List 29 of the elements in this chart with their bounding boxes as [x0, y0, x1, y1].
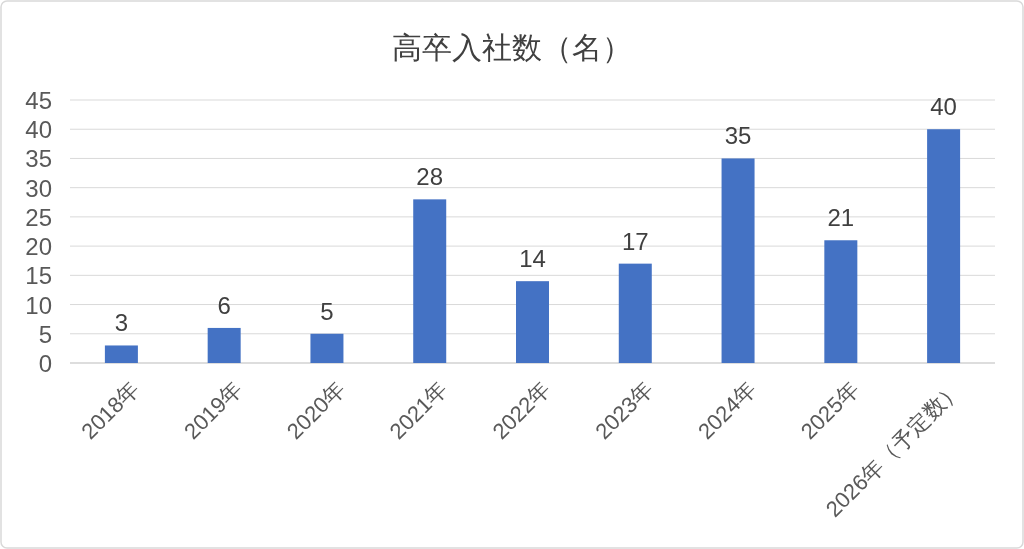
bar: [413, 199, 447, 363]
y-tick-label: 25: [25, 203, 52, 231]
y-tick-label: 15: [25, 262, 52, 290]
bar: [927, 129, 961, 363]
data-label: 14: [519, 245, 546, 273]
y-tick-label: 45: [25, 87, 52, 114]
bar: [824, 240, 858, 363]
y-tick-label: 30: [25, 174, 52, 202]
data-label: 21: [827, 204, 855, 232]
data-label: 35: [724, 122, 752, 150]
y-tick-label: 20: [25, 233, 52, 261]
y-tick-label: 0: [38, 350, 52, 377]
data-label: 5: [320, 297, 334, 325]
data-label: 6: [217, 291, 231, 319]
y-tick-label: 35: [25, 145, 52, 173]
data-label: 40: [930, 93, 957, 121]
chart-title: 高卒入社数（名）: [392, 31, 632, 64]
y-tick-label: 10: [25, 291, 52, 319]
data-label: 28: [416, 163, 444, 191]
bar: [207, 327, 241, 363]
bar: [618, 263, 652, 363]
bar: [721, 158, 755, 363]
y-tick-label: 5: [38, 320, 52, 348]
bar: [310, 333, 344, 363]
bar: [516, 281, 549, 363]
data-label: 3: [114, 309, 129, 337]
data-label: 17: [621, 227, 649, 255]
y-tick-label: 40: [25, 116, 52, 144]
bar: [104, 345, 138, 363]
